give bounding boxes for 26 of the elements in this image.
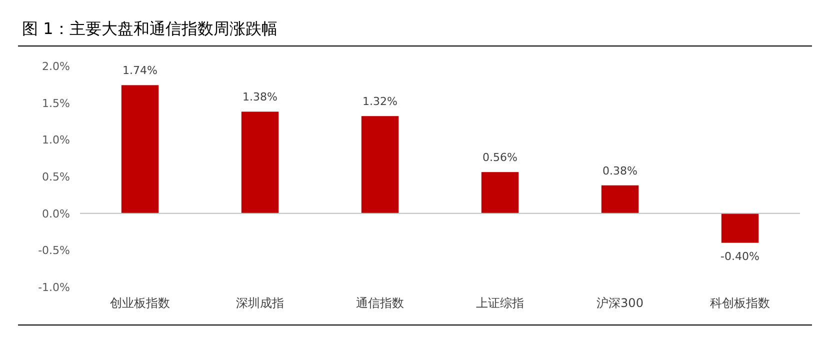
y-tick-label: 1.5% [42,96,70,110]
bar [481,172,519,214]
y-tick-label: 0.0% [42,207,70,220]
y-tick-label: 0.5% [42,170,70,184]
chart-title: 图 1：主要大盘和通信指数周涨跌幅 [22,19,278,38]
y-tick-label: -1.0% [38,281,70,294]
bar [721,213,759,243]
bar [361,116,399,214]
data-label: 0.56% [482,151,518,164]
data-label: -0.40% [720,250,760,263]
x-tick-label: 上证综指 [476,296,524,310]
x-tick-label: 通信指数 [356,296,404,310]
bar [241,112,279,214]
x-tick-label: 科创板指数 [710,296,770,310]
data-label: 1.74% [122,64,158,78]
y-tick-label: -0.5% [38,244,70,258]
y-tick-label: 1.0% [42,134,70,147]
x-tick-label: 深圳成指 [236,296,284,310]
data-label: 1.38% [242,90,278,104]
data-label: 1.32% [362,95,398,108]
x-tick-label: 创业板指数 [110,296,170,310]
bar [601,185,639,214]
x-tick-label: 沪深300 [596,296,644,310]
y-tick-label: 2.0% [42,60,70,73]
bar [121,85,159,214]
data-label: 0.38% [602,164,638,178]
